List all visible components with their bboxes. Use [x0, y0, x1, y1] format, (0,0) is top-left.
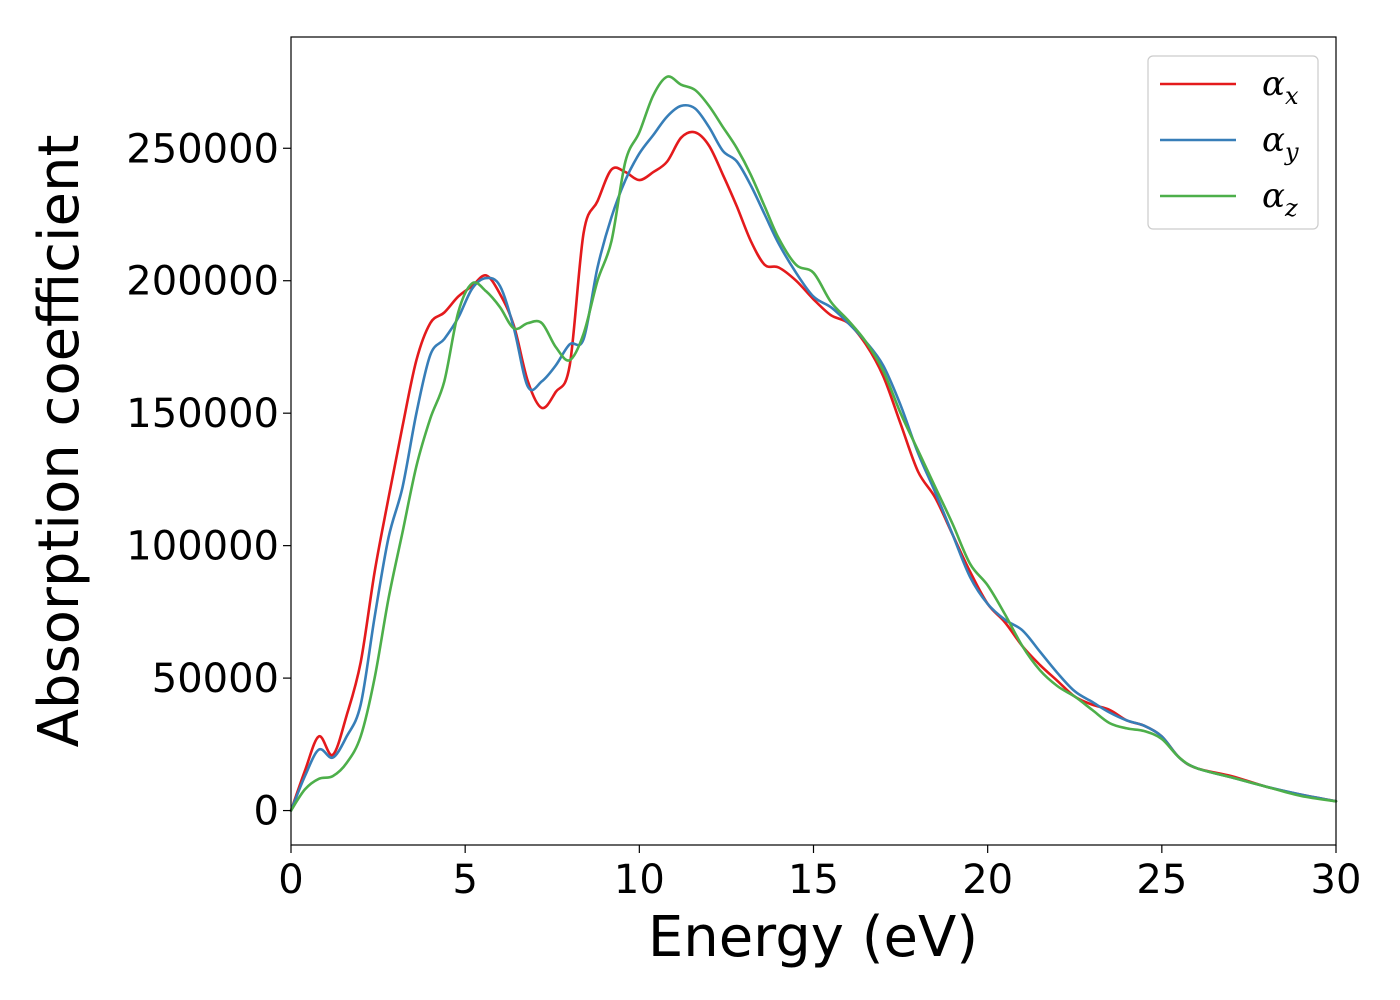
x-tick-label: 0 — [278, 857, 303, 903]
x-tick-label: 20 — [962, 857, 1013, 903]
y-tick-label: 200000 — [126, 259, 279, 305]
series-line-alpha-y — [289, 103, 1338, 812]
legend-label-alpha-z: αz — [1262, 176, 1298, 222]
series-line-alpha-x — [289, 130, 1338, 812]
y-axis: 0 50000 100000 150000 200000 250000 — [126, 126, 291, 835]
y-axis-title: Absorption coefficient — [27, 135, 92, 748]
legend: αx αy αz — [1147, 55, 1319, 230]
legend-label-alpha-x: αx — [1262, 64, 1299, 110]
x-axis: 0 5 10 15 20 25 30 — [278, 845, 1361, 903]
y-tick-label: 0 — [254, 789, 279, 835]
x-axis-title: Energy (eV) — [648, 905, 978, 970]
y-tick-label: 50000 — [152, 656, 279, 702]
x-tick-label: 10 — [614, 857, 665, 903]
y-tick-label: 100000 — [126, 524, 279, 570]
y-tick-label: 150000 — [126, 391, 279, 437]
series-line-alpha-z — [289, 75, 1338, 812]
x-tick-label: 25 — [1136, 857, 1187, 903]
legend-label-alpha-y: αy — [1262, 120, 1299, 166]
series-layer — [289, 75, 1338, 812]
legend-box — [1147, 55, 1319, 230]
x-tick-label: 15 — [788, 857, 839, 903]
x-tick-label: 30 — [1311, 857, 1362, 903]
x-tick-label: 5 — [452, 857, 477, 903]
y-tick-label: 250000 — [126, 126, 279, 172]
